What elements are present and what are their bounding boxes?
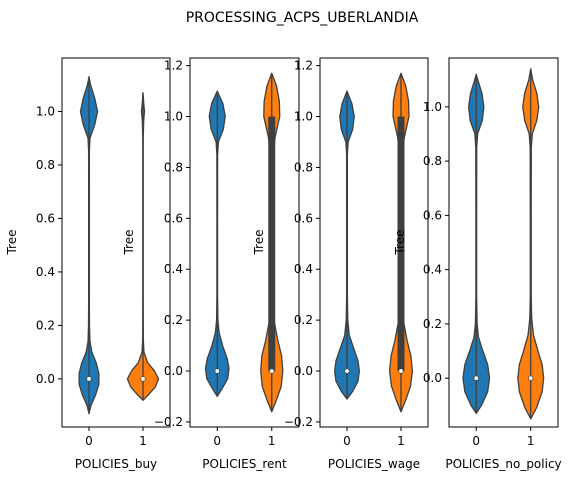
axes-frame (189, 57, 300, 428)
violin-median-0 (344, 368, 350, 374)
x-tick-label: 1 (527, 434, 535, 448)
y-tick-label: 0.2 (294, 313, 313, 327)
y-tick-label: −0.2 (284, 415, 313, 429)
y-axis-label: Tree (393, 229, 407, 255)
y-tick-label: 1.0 (36, 104, 55, 118)
y-tick-label: 0.0 (36, 372, 55, 386)
x-axis-label: POLICIES_rent (202, 457, 287, 471)
y-tick-label: 0.8 (36, 158, 55, 172)
axes-frame (319, 57, 429, 428)
y-tick-label: 0.4 (294, 262, 313, 276)
violin-median-1 (398, 368, 404, 374)
y-tick-label: 0.6 (164, 211, 183, 225)
y-tick-label: 0.4 (423, 263, 442, 277)
violin-median-1 (528, 375, 534, 381)
violin-iqr-box-1 (268, 116, 276, 372)
y-tick-label: 0.6 (36, 211, 55, 225)
x-tick-label: 1 (268, 434, 276, 448)
x-tick-label: 0 (213, 434, 221, 448)
violin-median-0 (214, 368, 220, 374)
panel-2: −0.2 0.0 0.2 0.4 0.6 0.8 1.0 1.2 0 1 POLICIES_rent… (122, 57, 300, 471)
x-axis-label: POLICIES_wage (328, 457, 420, 471)
panel-4: 0.0 0.2 0.4 0.6 0.8 1.0 0 1 POLICIES_no_policy Tr… (393, 57, 562, 471)
y-tick-label: 0.6 (294, 211, 313, 225)
x-tick-label: 0 (472, 434, 480, 448)
y-tick-label: 0.2 (164, 313, 183, 327)
panel-3: −0.2 0.0 0.2 0.4 0.6 0.8 1.0 1.2 0 1 POLICIES_wage… (252, 57, 429, 471)
violin-median-0 (86, 376, 92, 382)
y-axis-label: Tree (122, 229, 136, 255)
y-tick-label: 1.2 (294, 59, 313, 73)
violin-panels: 0.00.20.40.60.81.00 1POLICIES_buyTree−0.2… (5, 57, 562, 471)
panel-1: 0.0 0.2 0.4 0.6 0.8 1.0 0 1 POLICIES_buy Tree (5, 57, 171, 471)
x-axis-label: POLICIES_buy (75, 457, 157, 471)
x-tick-label: 1 (139, 434, 147, 448)
violin-median-1 (140, 376, 146, 382)
y-axis-label: Tree (5, 229, 19, 255)
y-tick-label: 0.8 (423, 154, 442, 168)
y-tick-label: 1.0 (164, 110, 183, 124)
y-tick-label: 0.0 (294, 364, 313, 378)
x-tick-label: 0 (85, 434, 93, 448)
violin-median-0 (473, 375, 479, 381)
violin-median-1 (269, 368, 275, 374)
x-axis-label: POLICIES_no_policy (445, 457, 561, 471)
x-tick-label: 0 (343, 434, 351, 448)
y-tick-label: 0.0 (164, 364, 183, 378)
y-tick-label: 0.8 (294, 160, 313, 174)
y-tick-label: 0.8 (164, 160, 183, 174)
y-tick-label: −0.2 (154, 415, 183, 429)
x-tick-label: 1 (397, 434, 405, 448)
y-tick-label: 0.4 (36, 265, 55, 279)
y-axis-label: Tree (252, 229, 266, 255)
axes-frame (61, 57, 171, 428)
y-tick-label: 0.4 (164, 262, 183, 276)
y-tick-label: 1.0 (423, 100, 442, 114)
y-tick-label: 0.0 (423, 371, 442, 385)
y-tick-label: 1.2 (164, 59, 183, 73)
axes-frame (448, 57, 559, 428)
y-tick-label: 1.0 (294, 110, 313, 124)
violin-iqr-box-1 (397, 116, 405, 372)
y-tick-label: 0.6 (423, 208, 442, 222)
y-tick-label: 0.2 (36, 318, 55, 332)
figure-title: PROCESSING_ACPS_UBERLANDIA (186, 10, 419, 26)
y-tick-label: 0.2 (423, 317, 442, 331)
